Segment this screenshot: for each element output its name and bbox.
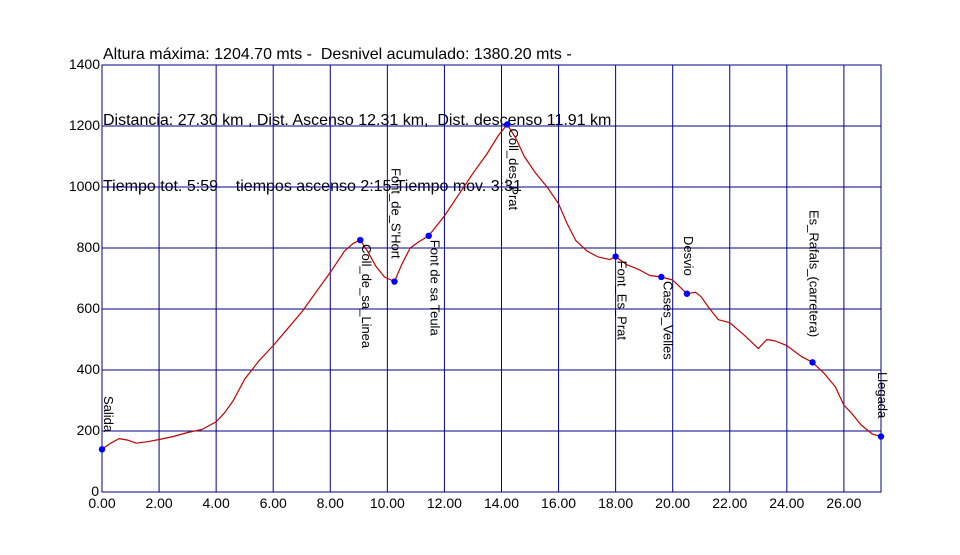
x-tick-label: 24.00 <box>769 495 804 511</box>
header-line-altitude: Altura máxima: 1204.70 mts - Desnivel ac… <box>103 46 572 63</box>
x-tick-label: 0.00 <box>88 495 115 511</box>
axis-ticks: 0.00 2.00 4.00 6.00 8.00 10.00 12.00 14.00 16.00… <box>69 56 862 511</box>
waypoint-label: Coll_de_sa_Linea <box>359 244 374 349</box>
waypoint-marker <box>503 121 511 128</box>
waypoint-label: Llegada <box>875 372 890 419</box>
x-tick-label: 14.00 <box>484 495 519 511</box>
header-line-distance: Distancia: 27.30 km , Dist. Ascenso 12.3… <box>103 112 612 129</box>
grid <box>101 64 882 493</box>
waypoint-label: Font_Es_Prat <box>615 261 630 341</box>
waypoint-label: Desvio <box>681 236 696 276</box>
waypoint-label: Es_Rafals_(carretera) <box>807 210 822 337</box>
waypoint-marker <box>809 359 816 366</box>
x-tick-label: 22.00 <box>712 495 747 511</box>
y-tick-label: 1200 <box>69 117 100 133</box>
waypoint-marker <box>683 290 691 297</box>
waypoint-label: Coll_des_Prat <box>506 128 521 210</box>
waypoint-marker <box>391 278 398 285</box>
y-tick-label: 1400 <box>69 56 100 72</box>
y-tick-label: 0 <box>91 483 99 499</box>
x-tick-label: 18.00 <box>598 495 633 511</box>
x-tick-label: 8.00 <box>317 495 344 511</box>
waypoint-marker <box>425 232 432 239</box>
waypoint-label: Font_de_S'Hort <box>388 168 403 259</box>
x-tick-label: 4.00 <box>203 495 230 511</box>
y-tick-label: 400 <box>77 361 101 377</box>
waypoint-marker <box>612 253 619 260</box>
waypoint-marker <box>658 273 665 281</box>
x-tick-label: 2.00 <box>145 495 172 511</box>
waypoint-label: Salida <box>101 396 116 433</box>
y-tick-label: 200 <box>77 422 101 438</box>
x-tick-label: 20.00 <box>655 495 690 511</box>
waypoint-marker <box>357 236 364 244</box>
waypoint-marker <box>877 433 885 440</box>
waypoint-label: Font de sa Teula <box>428 240 443 337</box>
x-tick-label: 10.00 <box>370 495 405 511</box>
x-tick-label: 26.00 <box>826 495 861 511</box>
y-tick-label: 1000 <box>69 178 100 194</box>
elevation-profile-line <box>101 123 882 450</box>
x-tick-label: 12.00 <box>427 495 462 511</box>
y-tick-label: 800 <box>77 239 101 255</box>
profile-layer <box>101 123 882 450</box>
plot-frame <box>101 64 882 493</box>
waypoint-label: Cases_Velles <box>660 281 675 360</box>
x-tick-label: 6.00 <box>260 495 287 511</box>
waypoint-marker <box>98 446 106 453</box>
x-tick-label: 16.00 <box>541 495 576 511</box>
waypoints: Salida Coll_de_sa_Linea Font_de_S'Hort Font… <box>98 121 890 453</box>
y-tick-label: 600 <box>77 300 101 316</box>
